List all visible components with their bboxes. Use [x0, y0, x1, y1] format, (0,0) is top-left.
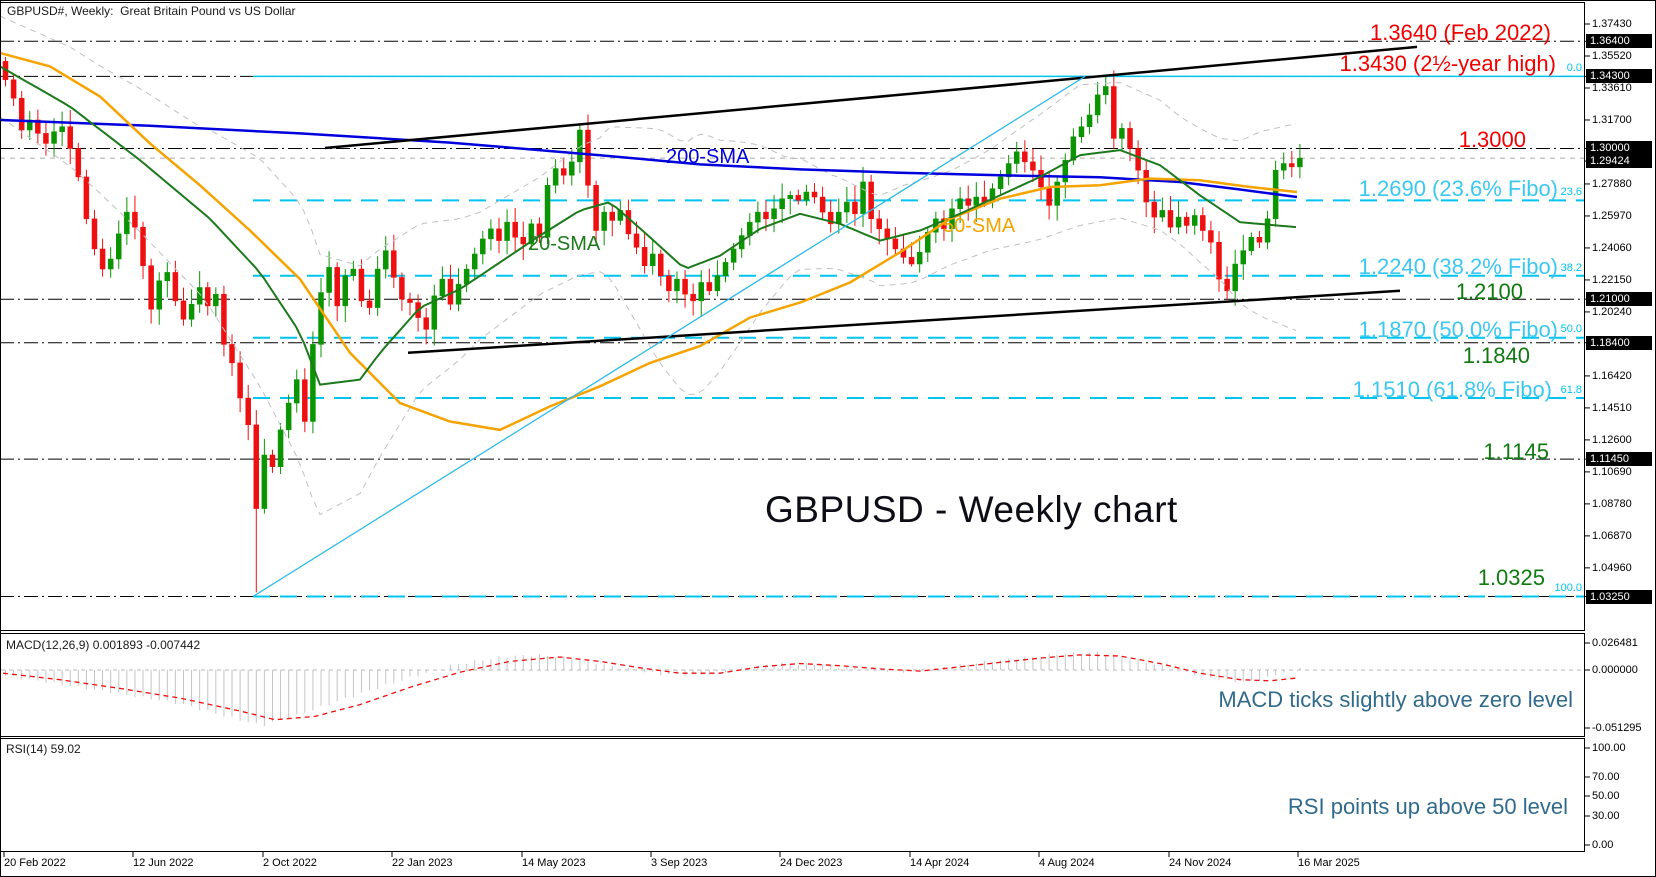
- price-axis-label: 1.16420: [1592, 370, 1632, 382]
- date-axis-label: 16 Mar 2025: [1298, 857, 1360, 869]
- date-axis-label: 4 Aug 2024: [1039, 857, 1095, 869]
- price-axis-value-box: 1.21000: [1586, 292, 1652, 306]
- date-axis-label: 12 Jun 2022: [133, 857, 194, 869]
- date-axis-label: 20 Feb 2022: [4, 857, 66, 869]
- rsi-axis-label: 70.00: [1592, 771, 1620, 783]
- main-chart-panel[interactable]: [0, 15, 1585, 598]
- sma20-label: 20-SMA: [528, 233, 601, 255]
- macd-axis-label: 0.026481: [1592, 637, 1638, 649]
- price-annotation: 1.2100: [1455, 279, 1523, 304]
- price-annotation: 1.1145: [1483, 439, 1549, 464]
- price-axis-label: 1.12600: [1592, 434, 1632, 446]
- date-axis-label: 22 Jan 2023: [392, 857, 453, 869]
- price-axis-label: 1.31700: [1592, 114, 1632, 126]
- date-axis-label: 3 Sep 2023: [651, 857, 708, 869]
- price-axis-label: 1.10690: [1592, 466, 1632, 478]
- fibo-percent-label: 23.6: [1560, 186, 1582, 198]
- date-axis-label: 14 Apr 2024: [910, 857, 970, 869]
- macd-indicator-label: MACD(12,26,9) 0.001893 -0.007442: [6, 638, 201, 652]
- date-axis-label: 2 Oct 2022: [263, 857, 317, 869]
- price-axis-label: 1.20240: [1592, 306, 1632, 318]
- macd-axis-label: 0.000000: [1592, 664, 1638, 676]
- price-axis-label: 1.06870: [1592, 530, 1632, 542]
- price-annotation: 1.2690 (23.6% Fibo): [1358, 176, 1558, 201]
- price-annotation: 1.0325: [1477, 565, 1545, 590]
- fibo-percent-label: 38.2: [1560, 262, 1582, 274]
- fibo-percent-label: 50.0: [1560, 323, 1582, 335]
- rsi-axis-label: 0.00: [1592, 839, 1614, 851]
- rsi-annotation: RSI points up above 50 level: [1287, 794, 1568, 819]
- price-annotation: 1.3640 (Feb 2022): [1369, 20, 1551, 45]
- price-annotation: 1.3430 (2½-year high): [1339, 51, 1556, 76]
- price-axis-label: 1.33610: [1592, 82, 1632, 94]
- price-axis-value-box: 1.11450: [1586, 452, 1652, 466]
- price-axis-value-box: 1.29424: [1586, 154, 1652, 168]
- price-axis-value-box: 1.34300: [1586, 69, 1652, 83]
- price-annotation: 1.1510 (61.8% Fibo): [1352, 377, 1552, 402]
- price-axis-label: 1.04960: [1592, 562, 1632, 574]
- price-axis-label: 1.08780: [1592, 498, 1632, 510]
- price-axis-value-box: 1.30000: [1586, 141, 1652, 155]
- date-axis-label: 14 May 2023: [522, 857, 586, 869]
- price-annotation: 1.1840: [1462, 343, 1530, 368]
- price-axis-value-box: 1.18400: [1586, 336, 1652, 350]
- fibo-percent-label: 0.0: [1566, 62, 1582, 74]
- price-axis-value-box: 1.36400: [1586, 34, 1652, 48]
- fibo-percent-label: 100.0: [1554, 582, 1582, 594]
- sma50-label: 50-SMA: [943, 215, 1016, 237]
- rsi-indicator-label: RSI(14) 59.02: [6, 742, 81, 756]
- fibo-percent-label: 61.8: [1560, 384, 1582, 396]
- price-axis-label: 1.14510: [1592, 402, 1632, 414]
- price-axis-label: 1.35520: [1592, 50, 1632, 62]
- price-axis-label: 1.24060: [1592, 242, 1632, 254]
- price-annotation: 1.2240 (38.2% Fibo): [1358, 254, 1558, 279]
- price-axis-label: 1.22150: [1592, 274, 1632, 286]
- rsi-axis-label: 100.00: [1592, 742, 1626, 754]
- date-axis-label: 24 Dec 2023: [780, 857, 843, 869]
- rsi-axis-label: 30.00: [1592, 810, 1620, 822]
- macd-panel[interactable]: [1, 652, 1585, 726]
- price-axis-value-box: 1.03250: [1586, 590, 1652, 604]
- chart-watermark: GBPUSD - Weekly chart: [765, 489, 1178, 530]
- price-axis-label: 1.25970: [1592, 210, 1632, 222]
- price-axis-label: 1.27880: [1592, 178, 1632, 190]
- rsi-axis-label: 50.00: [1592, 790, 1620, 802]
- chart-title: GBPUSD#, Weekly: Great Britain Pound vs …: [7, 4, 296, 18]
- price-annotation: 1.3000: [1458, 127, 1526, 152]
- date-axis-label: 24 Nov 2024: [1169, 857, 1232, 869]
- macd-axis-label: -0.051295: [1592, 722, 1642, 734]
- sma200-label: 200-SMA: [666, 146, 750, 168]
- price-axis-label: 1.37430: [1592, 18, 1632, 30]
- price-annotation: 1.1870 (50.0% Fibo): [1358, 317, 1558, 342]
- macd-annotation: MACD ticks slightly above zero level: [1218, 687, 1573, 712]
